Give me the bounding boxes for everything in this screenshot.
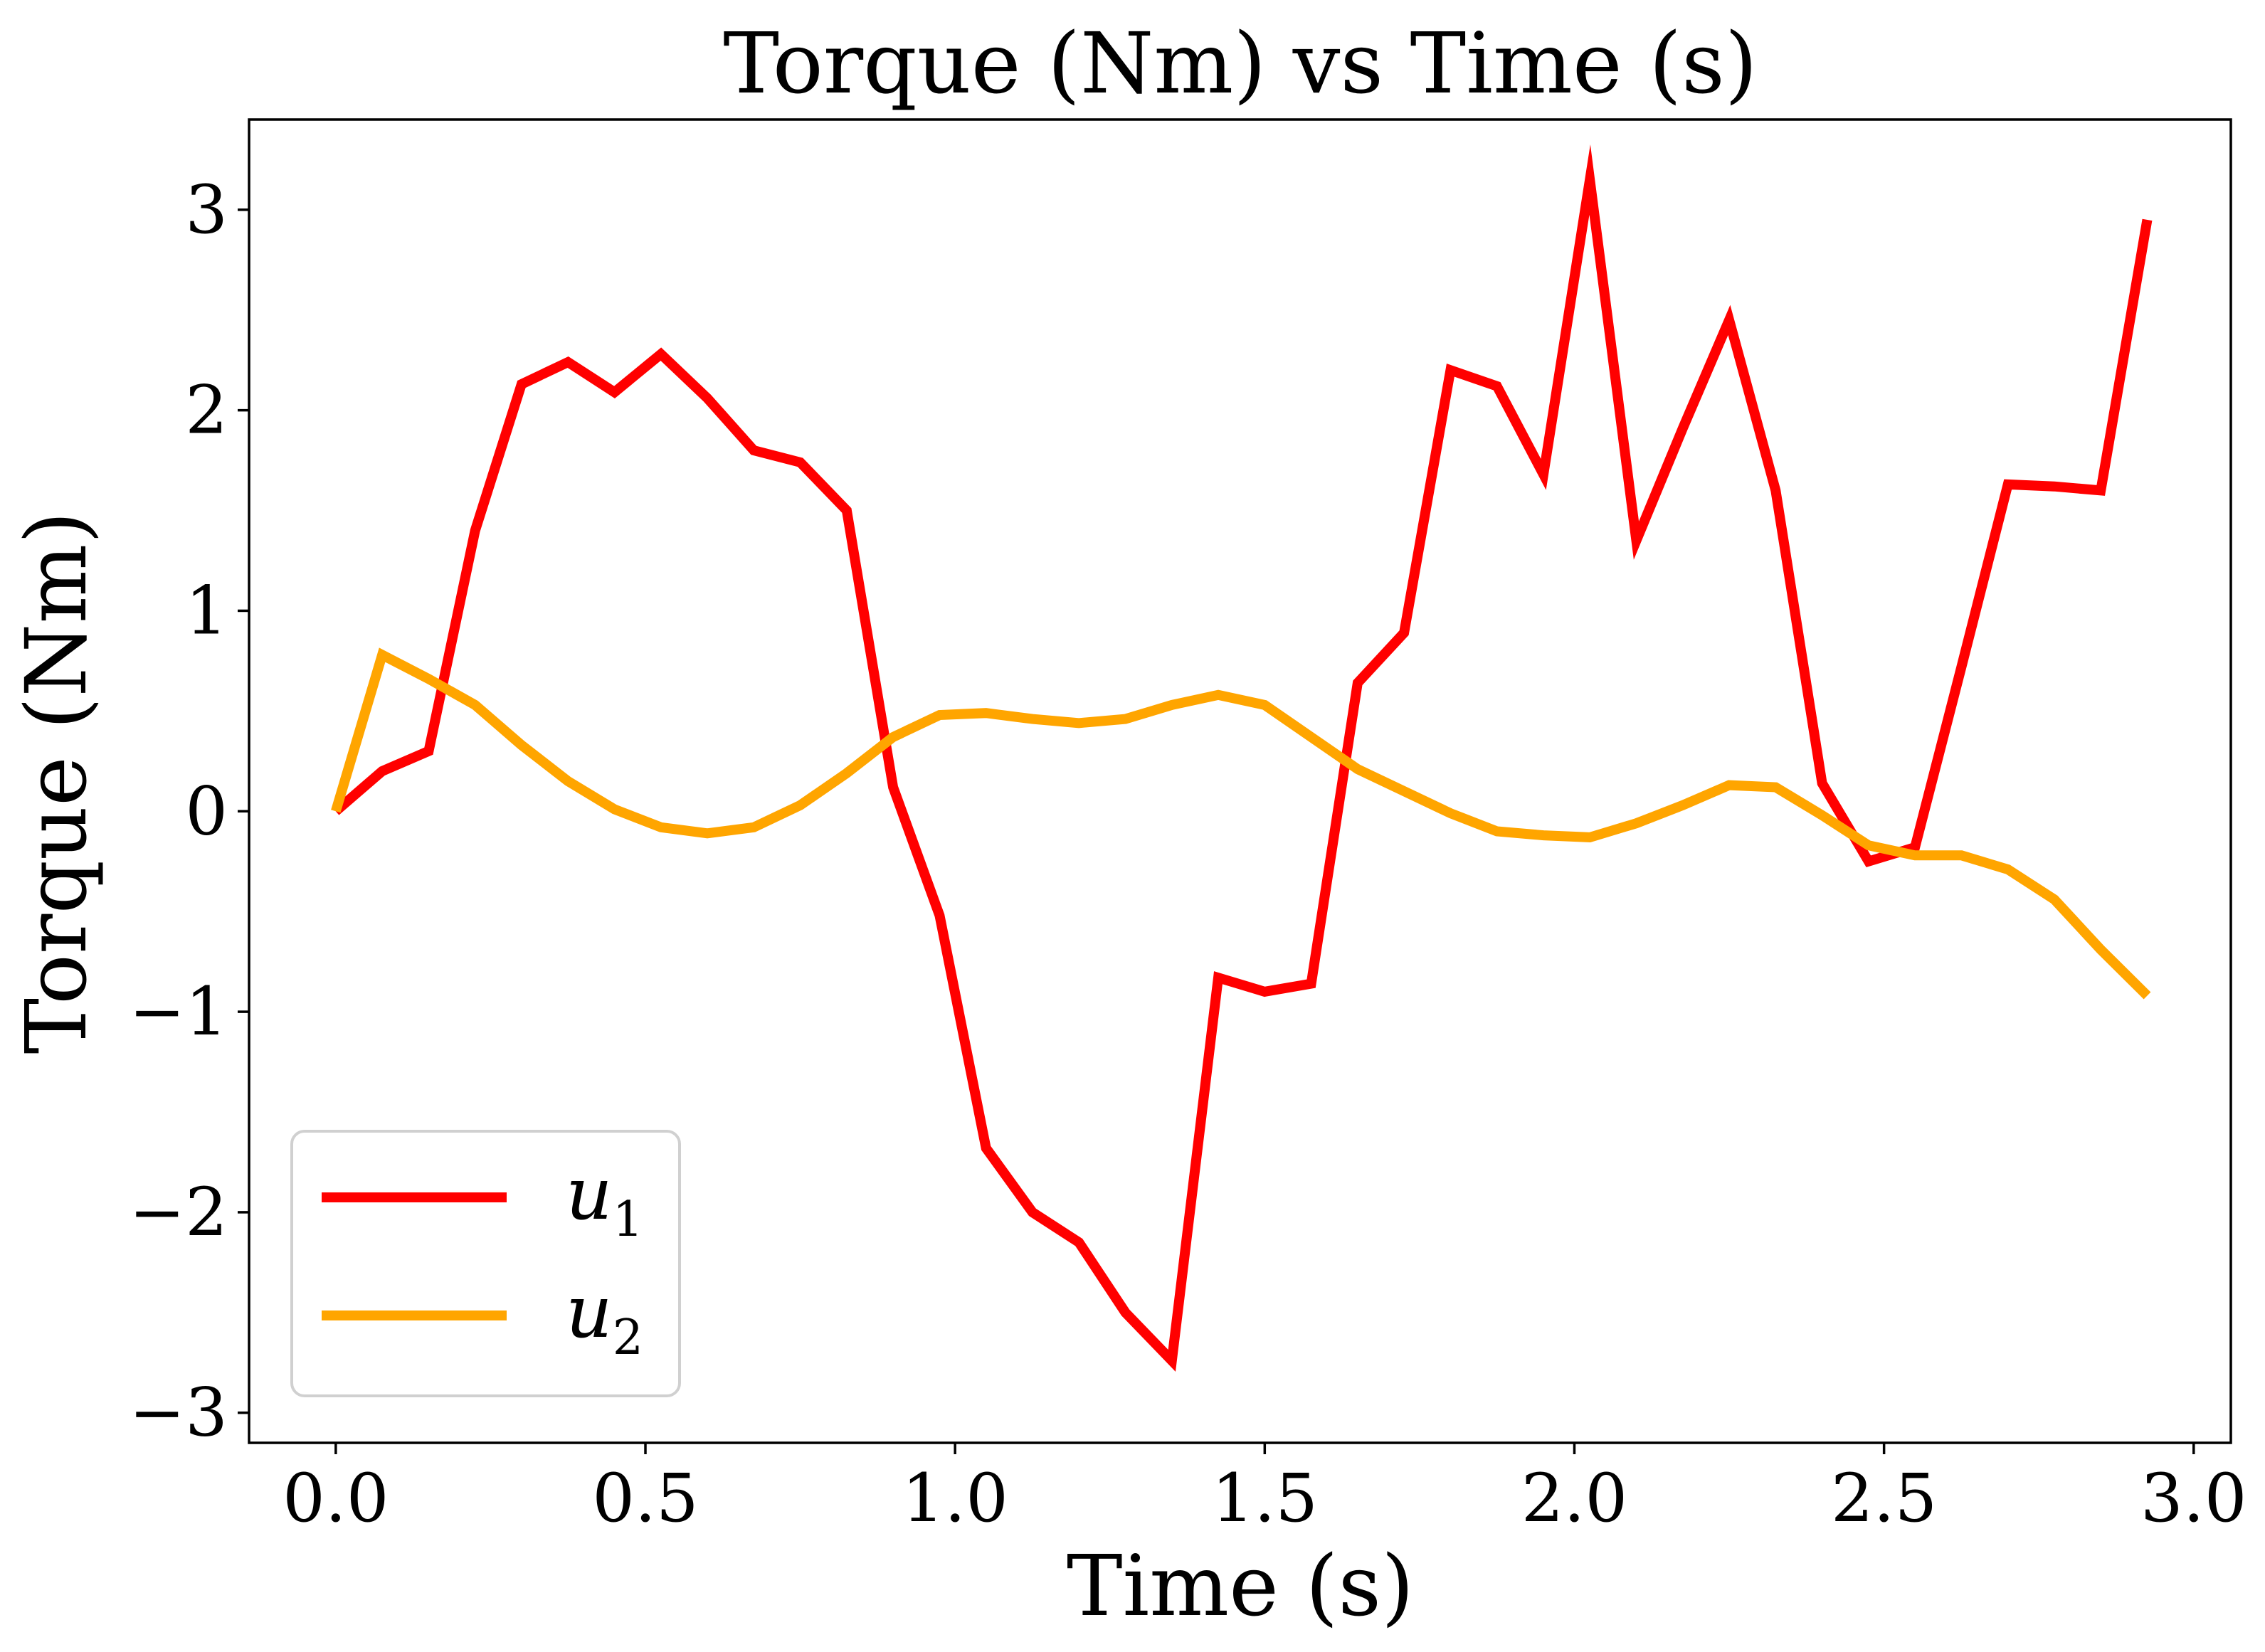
x-tick-label: 1.5 — [1212, 1460, 1319, 1537]
legend-label-u2: u2 — [566, 1270, 643, 1366]
y-tick-label: −3 — [129, 1375, 228, 1452]
x-axis-label: Time (s) — [1067, 1537, 1414, 1635]
y-axis-ticks: −3 −2 −1 0 1 2 3 — [129, 171, 249, 1452]
y-tick-label: −1 — [129, 973, 228, 1051]
y-tick-label: −2 — [129, 1174, 228, 1251]
x-tick-label: 2.5 — [1831, 1460, 1938, 1537]
x-tick-label: 1.0 — [902, 1460, 1008, 1537]
y-tick-label: 2 — [185, 372, 228, 450]
chart-title: Torque (Nm) vs Time (s) — [723, 14, 1758, 112]
x-tick-label: 0.0 — [283, 1460, 389, 1537]
y-tick-label: 1 — [185, 572, 228, 650]
x-axis-ticks: 0.0 0.5 1.0 1.5 2.0 2.5 3.0 — [283, 1443, 2247, 1537]
series-line-u2 — [331, 647, 2151, 1000]
plot-area — [331, 144, 2153, 1372]
x-tick-label: 3.0 — [2140, 1460, 2247, 1537]
y-tick-label: 0 — [185, 773, 228, 850]
y-tick-label: 3 — [185, 171, 228, 249]
x-tick-label: 2.0 — [1521, 1460, 1628, 1537]
y-axis-label: Torque (Nm) — [7, 511, 105, 1054]
x-tick-label: 0.5 — [592, 1460, 699, 1537]
legend-label-u1: u1 — [566, 1152, 643, 1248]
axes-frame — [248, 118, 2232, 1444]
series-line-u1 — [332, 144, 2153, 1372]
